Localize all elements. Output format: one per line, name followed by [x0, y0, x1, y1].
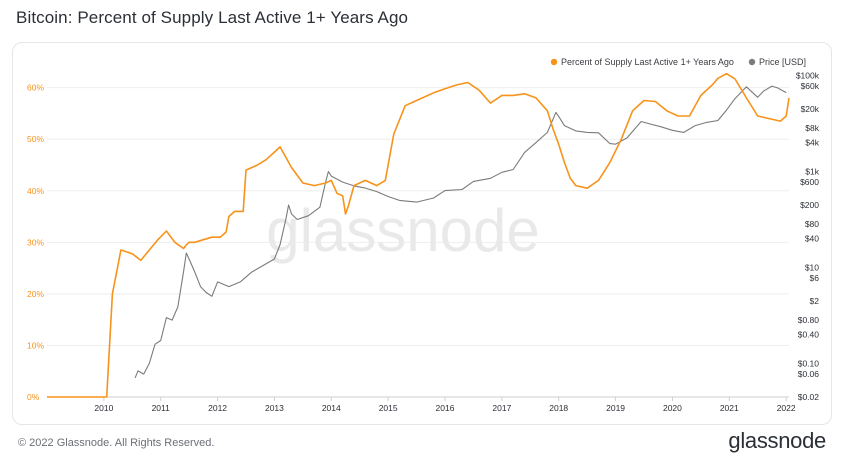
right-tick-label: $40: [805, 234, 819, 244]
x-tick-label: 2012: [208, 403, 227, 413]
x-tick-label: 2022: [777, 403, 796, 413]
x-tick-label: 2016: [436, 403, 455, 413]
right-tick-label: $0.40: [798, 330, 820, 340]
chart-card: glassnode 0% 10% 20% 30% 40% 50% 60% $0.02 $0.0…: [12, 42, 832, 425]
right-tick-label: $0.06: [798, 369, 820, 379]
legend-label-price[interactable]: Price [USD]: [759, 57, 806, 67]
left-tick-label: 60%: [27, 83, 44, 93]
x-tick-label: 2013: [265, 403, 284, 413]
chart-svg: glassnode 0%10%20%30%40%50%60% $0.02$0.0…: [27, 57, 820, 413]
x-tick-label: 2019: [606, 403, 625, 413]
x-tick-label: 2015: [379, 403, 398, 413]
right-tick-label: $60k: [801, 81, 820, 91]
right-tick-label: $6: [810, 273, 820, 283]
grid-layer: [47, 87, 789, 398]
left-axis: 0% 10% 20% 30% 40% 50% 60%: [27, 83, 44, 402]
right-tick-label: $200: [800, 200, 819, 210]
x-tick-label: 2014: [322, 403, 341, 413]
right-tick-label: $4k: [805, 138, 819, 148]
right-tick-label: $1k: [805, 166, 819, 176]
legend-swatch-supply: [550, 58, 558, 66]
right-tick-label: $0.10: [798, 358, 820, 368]
x-axis: 2010 2011 2012 2013 2014 2015 2016 2017 2018 2019…: [47, 396, 796, 413]
brand-logo: glassnode: [728, 428, 826, 453]
left-tick-label: 0%: [27, 392, 40, 402]
x-tick-label: 2018: [549, 403, 568, 413]
x-tick-label: 2011: [152, 403, 171, 413]
chart-title: Bitcoin: Percent of Supply Last Active 1…: [16, 8, 409, 27]
right-tick-label: $8k: [805, 123, 819, 133]
right-tick-label: $10: [805, 262, 819, 272]
price-series-line: [134, 85, 787, 379]
x-tick-label: 2017: [492, 403, 511, 413]
watermark-text: glassnode: [266, 197, 540, 264]
right-tick-label: $0.02: [798, 392, 820, 402]
right-axis: $0.02 $0.06$0.10 $0.40 $0.80 $2 $6$10 $40 $80 $2…: [796, 70, 820, 402]
left-tick-label: 40%: [27, 186, 44, 196]
left-tick-label: 50%: [27, 134, 44, 144]
right-tick-label: $2: [810, 296, 820, 306]
x-tick-label: 2020: [663, 403, 682, 413]
left-tick-label: 10%: [27, 340, 44, 350]
x-tick-label: 2021: [720, 403, 739, 413]
supply-series-line: [47, 72, 790, 398]
x-tick-label: 2010: [94, 403, 113, 413]
right-tick-label: $20k: [801, 104, 820, 114]
left-tick-label: 30%: [27, 237, 44, 247]
right-tick-label: $100k: [796, 70, 820, 80]
series-layer: [47, 72, 790, 398]
legend-label-supply[interactable]: Percent of Supply Last Active 1+ Years A…: [561, 57, 734, 67]
right-tick-label: $600: [800, 177, 819, 187]
right-tick-label: $80: [805, 219, 819, 229]
copyright-footer: © 2022 Glassnode. All Rights Reserved.: [18, 437, 215, 449]
right-tick-label: $0.80: [798, 315, 820, 325]
left-tick-label: 20%: [27, 289, 44, 299]
legend-swatch-price: [748, 58, 756, 66]
legend: Percent of Supply Last Active 1+ Years A…: [550, 57, 806, 67]
